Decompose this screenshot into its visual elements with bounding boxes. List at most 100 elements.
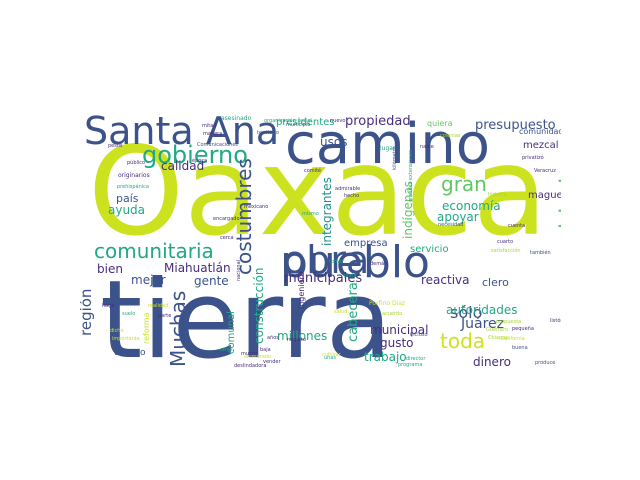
- cloud-word: plata: [344, 273, 357, 279]
- cloud-word: produce: [535, 360, 556, 366]
- cloud-word: apoyar: [437, 210, 479, 224]
- cloud-word: baja: [260, 347, 271, 353]
- cloud-word: director: [406, 356, 426, 362]
- cloud-word: Santa Ana: [84, 111, 280, 153]
- cloud-word: gobierno: [142, 141, 248, 169]
- cloud-word: trabajo: [364, 350, 407, 364]
- cloud-word: acuerdo: [382, 311, 403, 317]
- cloud-word: cultivar: [322, 352, 341, 358]
- cloud-word: respeto: [287, 337, 306, 343]
- cloud-word: mitad: [202, 123, 217, 129]
- cloud-word: integrantes: [320, 177, 334, 246]
- cloud-word: originarios: [118, 172, 150, 179]
- cloud-word: Porfirio Díaz: [369, 300, 406, 307]
- cloud-word: programa: [398, 362, 423, 368]
- cloud-word: mismo: [302, 211, 319, 217]
- cloud-word: colonias: [440, 133, 461, 139]
- cloud-word: mucha: [241, 351, 259, 357]
- cloud-word: kilómetro: [392, 146, 398, 170]
- cloud-word: economía: [442, 199, 501, 213]
- cloud-word: público: [127, 160, 146, 166]
- cloud-word: nuevo: [330, 118, 346, 124]
- cloud-word: Chiapas: [488, 335, 508, 341]
- cloud-word: cabecera: [346, 282, 361, 342]
- cloud-word: Comunicaciones: [197, 142, 239, 148]
- cloud-word: comunidad: [519, 127, 561, 136]
- cloud-word: vender: [263, 359, 281, 365]
- cloud-word: gusto: [380, 336, 414, 350]
- cloud-word: asesinado: [221, 115, 252, 122]
- cloud-word: comité: [304, 168, 322, 174]
- cloud-word: hecho: [344, 193, 360, 199]
- cloud-word: Veracruz: [534, 168, 556, 174]
- cloud-word: millones: [277, 329, 328, 343]
- cloud-word: dicho: [110, 328, 124, 334]
- cloud-word: territorio: [257, 130, 279, 136]
- cloud-word: importante: [112, 336, 140, 342]
- cloud-word: admirable: [335, 186, 361, 192]
- cloud-word: cuarto: [497, 239, 514, 245]
- cloud-word: propiedad: [345, 114, 411, 129]
- cloud-word: cerca: [220, 235, 234, 241]
- cloud-word: encargado: [213, 216, 240, 222]
- cloud-word: región: [80, 288, 95, 336]
- cloud-word: demás: [370, 261, 387, 267]
- cloud-word: ayuda: [108, 203, 146, 217]
- cloud-word: maguey: [528, 190, 561, 201]
- cloud-word: nacional: [236, 259, 242, 281]
- cloud-word: Miahuatlán: [164, 261, 231, 275]
- cloud-word: mejor: [131, 273, 166, 287]
- cloud-word: comunitaria: [94, 239, 214, 263]
- cloud-word: autoridades: [446, 303, 518, 317]
- cloud-word: tomar: [329, 259, 345, 265]
- cloud-word: país: [116, 192, 139, 205]
- cloud-word: privatizó: [522, 155, 544, 161]
- cloud-word: nadie: [420, 144, 434, 150]
- cloud-word: organización social: [264, 118, 312, 124]
- cloud-word: Guerrero: [486, 327, 509, 333]
- cloud-word: empresa: [344, 238, 388, 249]
- cloud-word: pueblo: [280, 237, 430, 288]
- cloud-word: reactiva: [421, 273, 470, 287]
- cloud-word: comunidades: [555, 150, 561, 311]
- cloud-word: municipales: [284, 271, 363, 286]
- cloud-word: salud: [334, 309, 348, 315]
- cloud-word: obra: [283, 238, 370, 282]
- cloud-word: buena: [512, 345, 528, 351]
- cloud-word: municipio: [286, 122, 311, 128]
- cloud-word: reforma: [142, 312, 151, 344]
- cloud-word: cuenta: [508, 223, 526, 229]
- cloud-word: gente: [194, 274, 229, 288]
- cloud-word: suelo: [122, 311, 136, 317]
- cloud-word: Juárez: [461, 316, 504, 332]
- cloud-word: grandes extensiones: [408, 150, 414, 202]
- cloud-word: presupuesto: [475, 118, 556, 133]
- cloud-word: mezcal: [523, 140, 559, 151]
- cloud-word: listón: [550, 318, 561, 324]
- cloud-word: presidentes: [276, 117, 335, 128]
- cloud-word: satisfacción: [491, 248, 521, 254]
- cloud-word: bien: [97, 262, 123, 276]
- cloud-word: necesidad: [438, 222, 464, 228]
- cloud-word: manera: [203, 131, 223, 137]
- cloud-word: dinero: [473, 355, 511, 368]
- word-cloud: Oaxaca tierra camino pueblo Santa Ana obra com…: [80, 111, 561, 368]
- cloud-word: otros: [220, 347, 233, 353]
- cloud-word: municipal: [370, 323, 429, 337]
- cloud-word: usos: [320, 135, 348, 149]
- cloud-word: gran: [441, 172, 487, 196]
- cloud-word: lugar: [380, 145, 396, 152]
- cloud-word: California: [501, 336, 525, 342]
- cloud-word: Muchas: [166, 290, 190, 367]
- cloud-word: realidad: [148, 303, 169, 309]
- cloud-word: toda: [440, 329, 486, 353]
- cloud-word: unas: [324, 355, 337, 361]
- cloud-word: tiempo: [114, 348, 146, 358]
- cloud-word: incluso: [410, 332, 428, 338]
- cloud-word: pesos: [108, 143, 123, 149]
- cloud-word: haga: [102, 303, 115, 309]
- cloud-word: construcción: [252, 267, 266, 344]
- cloud-word: sólo: [450, 303, 483, 322]
- cloud-word: servicio: [410, 244, 449, 255]
- cloud-word: también: [530, 250, 551, 256]
